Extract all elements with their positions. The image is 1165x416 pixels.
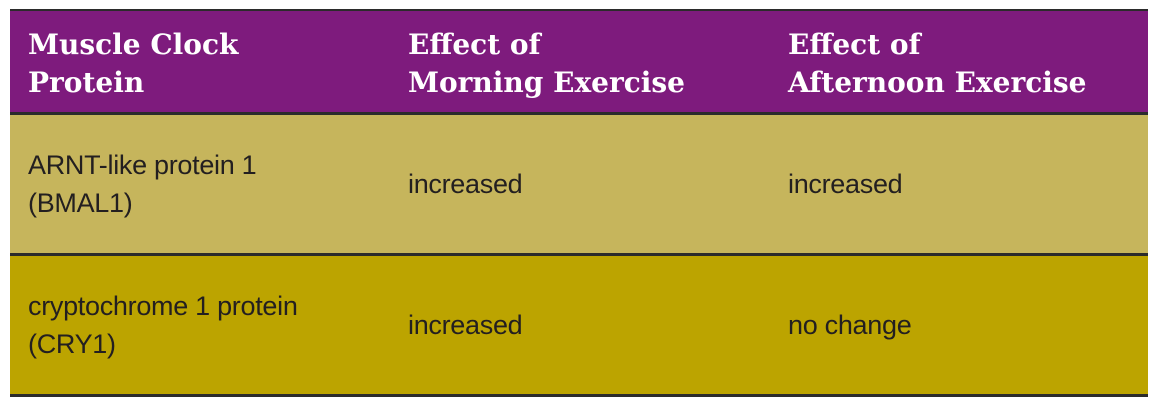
cell-text: increased: [788, 169, 903, 199]
table-cell: Muscle Clock Protein: [10, 11, 390, 112]
table-cell: Effect of Afternoon Exercise: [770, 11, 1148, 112]
table-cell: increased: [390, 256, 770, 394]
cell-text: Protein: [28, 65, 145, 99]
table-cell: cryptochrome 1 protein (CRY1): [10, 256, 390, 394]
table-cell: ARNT-like protein 1 (BMAL1): [10, 115, 390, 253]
header-rule: [10, 112, 1148, 115]
cell-text: Morning Exercise: [408, 65, 685, 99]
cell-text: Effect of: [408, 27, 541, 61]
cell-text: ARNT-like protein 1: [28, 150, 257, 180]
table-cell: Effect of Morning Exercise: [390, 11, 770, 112]
table-cell: increased: [390, 115, 770, 253]
table-row: cryptochrome 1 protein (CRY1) increased no …: [10, 256, 1148, 394]
cell-text: no change: [788, 310, 912, 340]
cell-text: (BMAL1): [28, 188, 133, 218]
cell-text: (CRY1): [28, 329, 116, 359]
cell-text: increased: [408, 169, 523, 199]
table-row: ARNT-like protein 1 (BMAL1) increased incre…: [10, 115, 1148, 253]
top-rule: [10, 9, 1148, 11]
cell-text: increased: [408, 310, 523, 340]
cell-text: Muscle Clock: [28, 27, 239, 61]
header-row: Muscle Clock Protein Effect of Morning Exer…: [10, 11, 1148, 112]
cell-text: Effect of: [788, 27, 921, 61]
cell-text: Afternoon Exercise: [788, 65, 1087, 99]
table-cell: no change: [770, 256, 1148, 394]
cell-text: cryptochrome 1 protein: [28, 291, 298, 321]
row-rule: [10, 253, 1148, 256]
bottom-rule: [10, 394, 1148, 397]
table-cell: increased: [770, 115, 1148, 253]
